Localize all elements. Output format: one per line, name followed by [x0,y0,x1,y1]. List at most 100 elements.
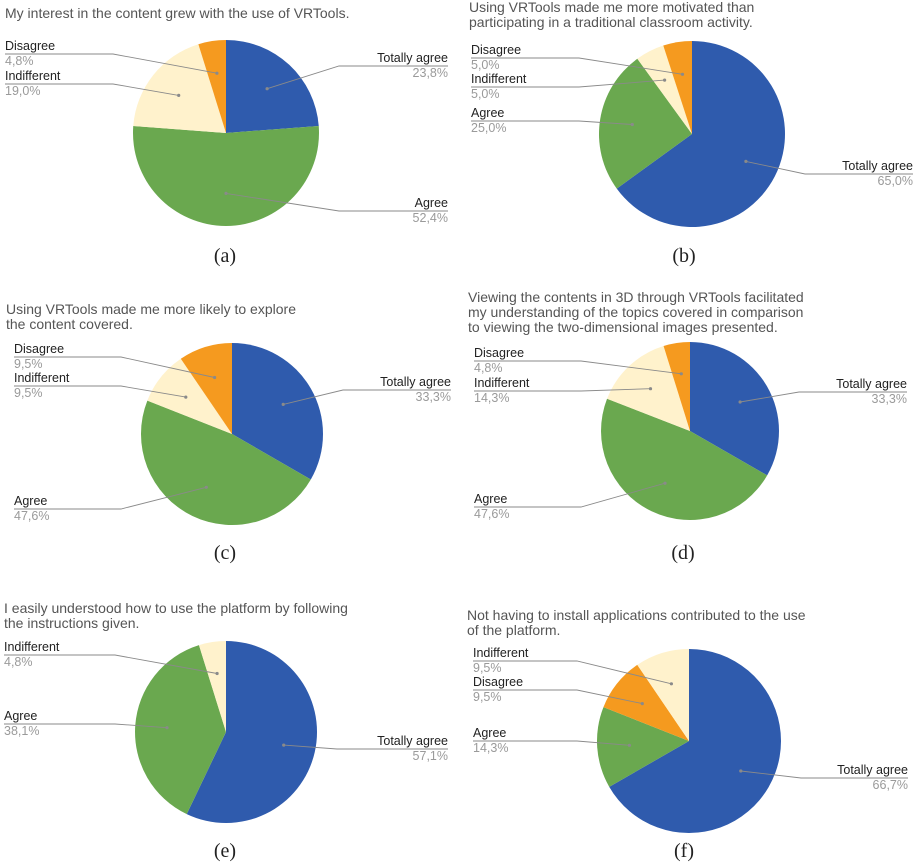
slice-label-totally-agree: Totally agree [377,734,448,748]
pie-slice-totally-agree [232,343,324,480]
leader-line [471,79,665,88]
chart-title-line: My interest in the content grew with the… [5,5,349,21]
pie-slice-agree [132,125,319,226]
slice-label-agree: Agree [471,106,504,120]
chart-title-line: participating in a traditional classroom… [469,14,753,30]
slice-value-agree: 38,1% [4,724,39,738]
leader-line [5,53,217,74]
pie-slice-totally-agree [690,342,780,476]
leader-dot [627,743,632,747]
leader-line [225,192,448,212]
slice-value-totally-agree: 66,7% [873,778,908,792]
slice-value-indifferent: 9,5% [14,386,43,400]
leader-line [473,660,672,685]
leader-line [474,388,651,392]
slice-label-totally-agree: Totally agree [836,377,907,391]
leader-dot [648,387,653,391]
slice-label-indifferent: Indifferent [4,640,60,654]
slice-value-agree: 14,3% [473,741,508,755]
chart-title-line: Not having to install applications contr… [467,607,806,623]
chart-title-line: to viewing the two-dimensional images pr… [468,319,778,335]
pie-slice-disagree [603,664,689,741]
leader-line [471,57,683,75]
slice-label-indifferent: Indifferent [14,371,70,385]
slice-label-totally-agree: Totally agree [837,763,908,777]
leader-dot [215,671,219,676]
slice-value-totally-agree: 65,0% [878,174,913,188]
slice-value-indifferent: 5,0% [471,87,500,101]
pie-slice-totally-agree [226,40,319,133]
slice-value-disagree: 5,0% [471,58,500,72]
chart-title-line: my understanding of the topics covered i… [468,304,803,320]
slice-value-agree: 25,0% [471,121,506,135]
leader-dot [680,72,685,76]
slice-value-disagree: 4,8% [5,54,34,68]
leader-line [14,385,186,398]
leader-dot [165,726,169,730]
leader-dot [630,122,634,127]
slice-label-agree: Agree [415,196,448,210]
panel-caption: (c) [214,542,236,564]
slice-label-disagree: Disagree [474,346,524,360]
slice-label-agree: Agree [4,709,37,723]
leader-dot [669,682,674,686]
leader-line [473,689,643,705]
slice-value-totally-agree: 33,3% [872,392,907,406]
slice-value-disagree: 9,5% [473,690,502,704]
leader-dot [739,769,743,773]
slice-label-indifferent: Indifferent [5,69,61,83]
pie-slice-agree [135,645,226,815]
pie-slice-totally-agree [609,649,782,833]
pie-slice-agree [140,400,311,526]
chart-title-line: Using VRTools made me more likely to exp… [6,301,296,317]
pie-chart-c: Using VRTools made me more likely to exp… [6,301,451,564]
slice-label-indifferent: Indifferent [474,376,530,390]
leader-dot [213,375,217,380]
leader-line [473,740,630,746]
slice-value-indifferent: 4,8% [4,655,33,669]
pie-slice-indifferent [133,44,226,134]
slice-label-disagree: Disagree [14,342,64,356]
leader-dot [744,159,748,163]
leader-dot [282,743,286,747]
leader-line [5,83,179,96]
pie-slice-disagree [663,40,692,134]
leader-dot [640,702,644,706]
panel-caption: (e) [214,840,236,862]
leader-line [14,486,207,510]
slice-label-indifferent: Indifferent [473,646,529,660]
slice-label-totally-agree: Totally agree [377,51,448,65]
chart-title-line: Viewing the contents in 3D through VRToo… [468,289,804,305]
leader-dot [738,400,742,404]
pie-slice-agree [597,707,689,787]
slice-label-disagree: Disagree [5,39,55,53]
leader-dot [215,71,219,75]
pie-slice-totally-agree [616,41,786,228]
slice-value-indifferent: 14,3% [474,391,509,405]
chart-title-line: Using VRTools made me more motivated tha… [469,0,754,15]
slice-value-totally-agree: 33,3% [416,390,451,404]
leader-line [740,391,907,403]
slice-value-indifferent: 9,5% [473,661,502,675]
leader-dot [177,93,181,97]
slice-value-agree: 47,6% [14,509,49,523]
pie-slice-indifferent [198,641,226,732]
slice-label-disagree: Disagree [471,43,521,57]
leader-line [4,654,218,674]
pie-chart-d: Viewing the contents in 3D through VRToo… [468,289,907,564]
leader-dot [281,402,285,406]
panel-caption: (b) [672,245,695,267]
slice-value-indifferent: 19,0% [5,84,40,98]
leader-dot [224,191,228,195]
leader-dot [679,372,683,376]
chart-title-line: the content covered. [6,316,133,332]
leader-line [745,160,913,175]
slice-label-indifferent: Indifferent [471,72,527,86]
pie-chart-e: I easily understood how to use the platf… [4,600,448,862]
pie-slice-disagree [198,40,226,133]
slice-value-disagree: 4,8% [474,361,503,375]
slice-label-agree: Agree [474,492,507,506]
panel-caption: (f) [674,840,694,862]
leader-line [740,770,908,779]
